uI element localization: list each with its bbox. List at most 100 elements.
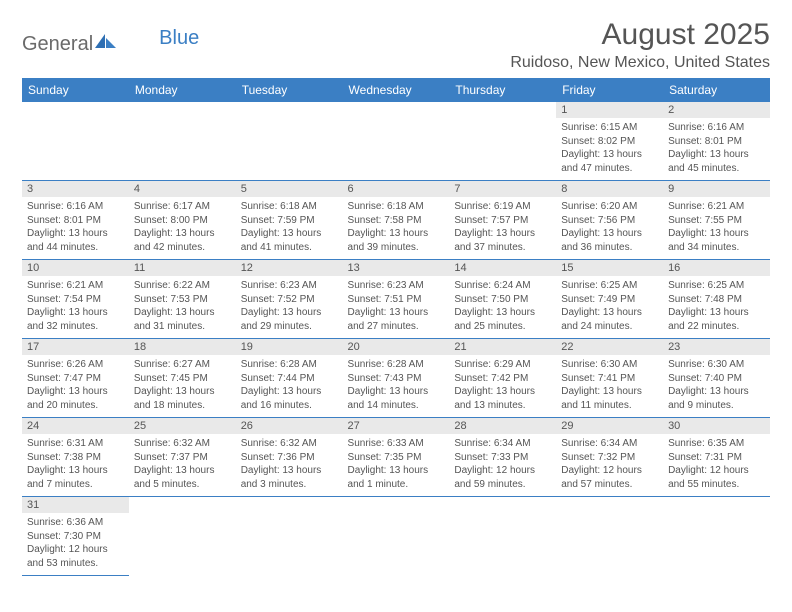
weekday-header: Wednesday [343,78,450,102]
sunrise-text: Sunrise: 6:21 AM [27,279,124,293]
sunrise-text: Sunrise: 6:16 AM [668,121,765,135]
title-block: August 2025 Ruidoso, New Mexico, United … [510,18,770,72]
calendar-cell: 3Sunrise: 6:16 AMSunset: 8:01 PMDaylight… [22,181,129,260]
daylight-text: Daylight: 13 hours [668,306,765,320]
calendar-cell: 11Sunrise: 6:22 AMSunset: 7:53 PMDayligh… [129,260,236,339]
day-details: Sunrise: 6:34 AMSunset: 7:33 PMDaylight:… [449,434,556,496]
day-number: 6 [343,181,450,197]
calendar-cell: 13Sunrise: 6:23 AMSunset: 7:51 PMDayligh… [343,260,450,339]
day-number: 24 [22,418,129,434]
sunset-text: Sunset: 7:44 PM [241,372,338,386]
day-number: 21 [449,339,556,355]
calendar-cell [129,497,236,576]
sunrise-text: Sunrise: 6:34 AM [454,437,551,451]
calendar-cell: 31Sunrise: 6:36 AMSunset: 7:30 PMDayligh… [22,497,129,576]
calendar-cell: 21Sunrise: 6:29 AMSunset: 7:42 PMDayligh… [449,339,556,418]
daylight-text: and 18 minutes. [134,399,231,413]
day-details: Sunrise: 6:29 AMSunset: 7:42 PMDaylight:… [449,355,556,417]
day-number: 27 [343,418,450,434]
calendar-cell [449,497,556,576]
sunrise-text: Sunrise: 6:23 AM [348,279,445,293]
daylight-text: Daylight: 13 hours [27,306,124,320]
daylight-text: and 11 minutes. [561,399,658,413]
day-number: 2 [663,102,770,118]
day-details: Sunrise: 6:28 AMSunset: 7:43 PMDaylight:… [343,355,450,417]
calendar-cell [22,102,129,181]
daylight-text: and 9 minutes. [668,399,765,413]
calendar-cell: 4Sunrise: 6:17 AMSunset: 8:00 PMDaylight… [129,181,236,260]
daylight-text: and 27 minutes. [348,320,445,334]
day-number: 31 [22,497,129,513]
daylight-text: Daylight: 13 hours [241,227,338,241]
sunrise-text: Sunrise: 6:23 AM [241,279,338,293]
daylight-text: and 55 minutes. [668,478,765,492]
sunrise-text: Sunrise: 6:16 AM [27,200,124,214]
sunrise-text: Sunrise: 6:19 AM [454,200,551,214]
sunset-text: Sunset: 8:01 PM [668,135,765,149]
daylight-text: Daylight: 13 hours [454,385,551,399]
sunset-text: Sunset: 7:42 PM [454,372,551,386]
sunrise-text: Sunrise: 6:21 AM [668,200,765,214]
calendar-cell: 14Sunrise: 6:24 AMSunset: 7:50 PMDayligh… [449,260,556,339]
daylight-text: Daylight: 13 hours [27,464,124,478]
sunset-text: Sunset: 7:38 PM [27,451,124,465]
day-details: Sunrise: 6:34 AMSunset: 7:32 PMDaylight:… [556,434,663,496]
calendar-cell [449,102,556,181]
daylight-text: and 37 minutes. [454,241,551,255]
daylight-text: Daylight: 13 hours [668,227,765,241]
sunset-text: Sunset: 7:45 PM [134,372,231,386]
daylight-text: Daylight: 13 hours [348,306,445,320]
calendar-cell: 5Sunrise: 6:18 AMSunset: 7:59 PMDaylight… [236,181,343,260]
day-number: 15 [556,260,663,276]
sunrise-text: Sunrise: 6:30 AM [561,358,658,372]
sunset-text: Sunset: 7:40 PM [668,372,765,386]
sunrise-text: Sunrise: 6:32 AM [134,437,231,451]
calendar-table: Sunday Monday Tuesday Wednesday Thursday… [22,78,770,576]
daylight-text: and 39 minutes. [348,241,445,255]
daylight-text: and 31 minutes. [134,320,231,334]
sunrise-text: Sunrise: 6:32 AM [241,437,338,451]
day-number: 17 [22,339,129,355]
calendar-cell [343,497,450,576]
sunset-text: Sunset: 7:57 PM [454,214,551,228]
sunset-text: Sunset: 7:51 PM [348,293,445,307]
daylight-text: and 13 minutes. [454,399,551,413]
sunrise-text: Sunrise: 6:27 AM [134,358,231,372]
sunset-text: Sunset: 7:59 PM [241,214,338,228]
sunset-text: Sunset: 7:32 PM [561,451,658,465]
daylight-text: Daylight: 12 hours [454,464,551,478]
sunset-text: Sunset: 7:43 PM [348,372,445,386]
daylight-text: Daylight: 13 hours [668,385,765,399]
calendar-cell: 20Sunrise: 6:28 AMSunset: 7:43 PMDayligh… [343,339,450,418]
calendar-cell: 9Sunrise: 6:21 AMSunset: 7:55 PMDaylight… [663,181,770,260]
calendar-row: 17Sunrise: 6:26 AMSunset: 7:47 PMDayligh… [22,339,770,418]
day-details: Sunrise: 6:26 AMSunset: 7:47 PMDaylight:… [22,355,129,417]
calendar-cell: 19Sunrise: 6:28 AMSunset: 7:44 PMDayligh… [236,339,343,418]
sunrise-text: Sunrise: 6:15 AM [561,121,658,135]
sunset-text: Sunset: 7:56 PM [561,214,658,228]
day-details: Sunrise: 6:16 AMSunset: 8:01 PMDaylight:… [22,197,129,259]
brand-logo: General Blue [22,18,199,56]
sunset-text: Sunset: 7:49 PM [561,293,658,307]
calendar-cell: 25Sunrise: 6:32 AMSunset: 7:37 PMDayligh… [129,418,236,497]
day-details: Sunrise: 6:19 AMSunset: 7:57 PMDaylight:… [449,197,556,259]
calendar-row: 1Sunrise: 6:15 AMSunset: 8:02 PMDaylight… [22,102,770,181]
day-details: Sunrise: 6:31 AMSunset: 7:38 PMDaylight:… [22,434,129,496]
daylight-text: and 29 minutes. [241,320,338,334]
sunrise-text: Sunrise: 6:20 AM [561,200,658,214]
calendar-row: 10Sunrise: 6:21 AMSunset: 7:54 PMDayligh… [22,260,770,339]
day-details: Sunrise: 6:23 AMSunset: 7:52 PMDaylight:… [236,276,343,338]
daylight-text: Daylight: 13 hours [27,385,124,399]
weekday-header: Saturday [663,78,770,102]
sunrise-text: Sunrise: 6:26 AM [27,358,124,372]
daylight-text: and 41 minutes. [241,241,338,255]
sunset-text: Sunset: 8:01 PM [27,214,124,228]
weekday-header: Monday [129,78,236,102]
daylight-text: Daylight: 13 hours [668,148,765,162]
day-number: 8 [556,181,663,197]
daylight-text: and 32 minutes. [27,320,124,334]
daylight-text: Daylight: 13 hours [134,464,231,478]
calendar-cell [236,497,343,576]
day-details: Sunrise: 6:22 AMSunset: 7:53 PMDaylight:… [129,276,236,338]
day-details: Sunrise: 6:23 AMSunset: 7:51 PMDaylight:… [343,276,450,338]
